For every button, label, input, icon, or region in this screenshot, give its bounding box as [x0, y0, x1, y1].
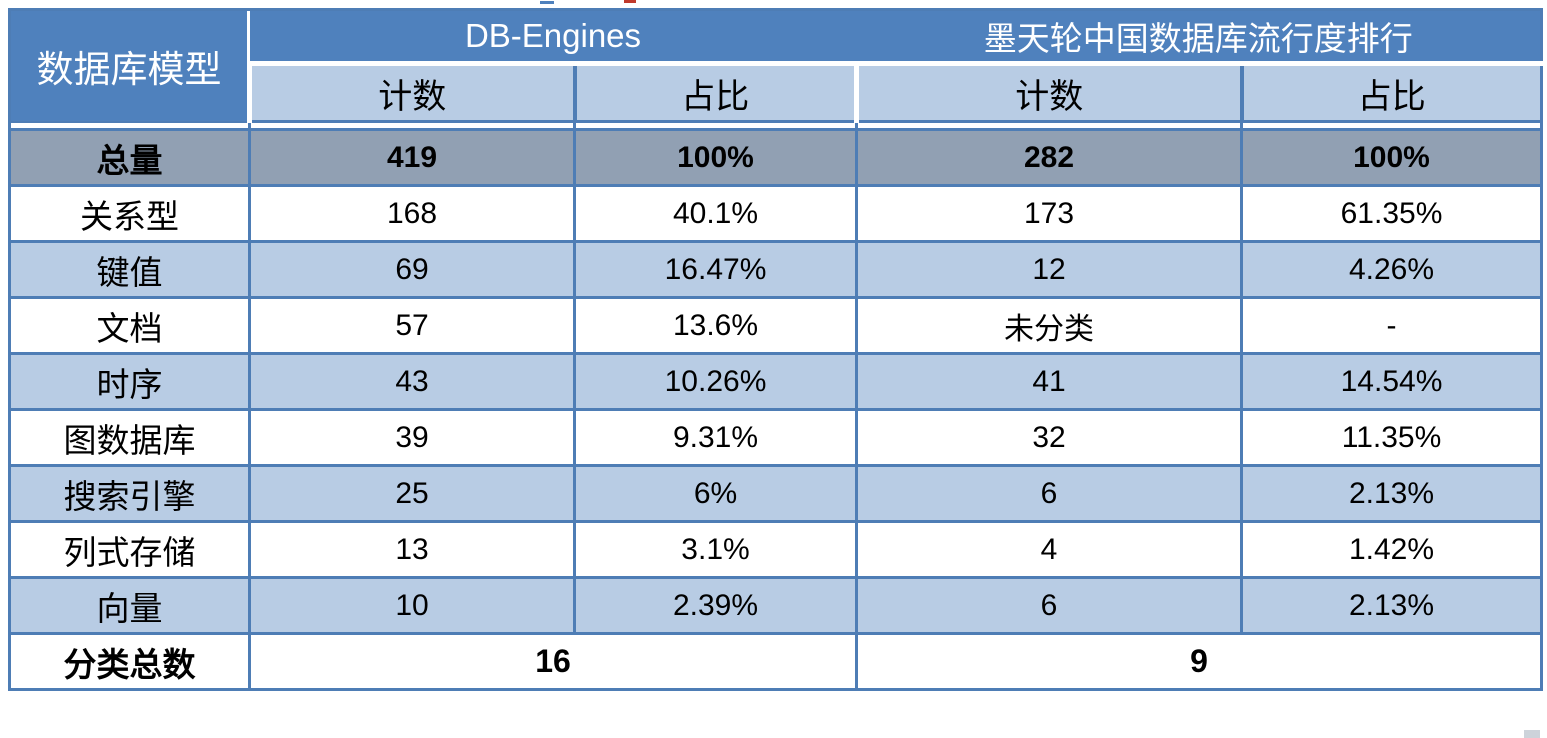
separator-cell [248, 120, 576, 131]
header-body-separator [8, 120, 1543, 131]
row-label: 关系型 [8, 184, 251, 243]
cell-value: 9 [855, 632, 1543, 691]
table-row-column-store: 列式存储 13 3.1% 4 1.42% [8, 520, 1543, 579]
cell-value: 2.13% [1240, 576, 1543, 635]
cell-value: 4.26% [1240, 240, 1543, 299]
cell-value: 1.42% [1240, 520, 1543, 579]
cropped-text-artifact [540, 1, 554, 4]
separator-cell [573, 120, 858, 131]
cell-value: 2.39% [573, 576, 858, 635]
table-row-key-value: 键值 69 16.47% 12 4.26% [8, 240, 1543, 299]
separator-cell [1240, 120, 1543, 131]
cell-value: 40.1% [573, 184, 858, 243]
cell-value: 10.26% [573, 352, 858, 411]
table-row-search-engine: 搜索引擎 25 6% 6 2.13% [8, 464, 1543, 523]
row-label: 向量 [8, 576, 251, 635]
group-header-db-engines: DB-Engines [249, 9, 857, 64]
cell-value: 61.35% [1240, 184, 1543, 243]
subheader-share-modb: 占比 [1239, 61, 1542, 123]
row-label: 搜索引擎 [8, 464, 251, 523]
cell-value: 未分类 [855, 296, 1243, 355]
table-row-time-series: 时序 43 10.26% 41 14.54% [8, 352, 1543, 411]
cell-value: 39 [248, 408, 576, 467]
subheader-count-modb: 计数 [854, 61, 1243, 123]
cell-value: 4 [855, 520, 1243, 579]
cell-value: 173 [855, 184, 1243, 243]
cell-value: 57 [248, 296, 576, 355]
cell-value: 41 [855, 352, 1243, 411]
cell-value: 10 [248, 576, 576, 635]
cell-value: 14.54% [1240, 352, 1543, 411]
row-label: 图数据库 [8, 408, 251, 467]
cell-value: 100% [573, 128, 858, 187]
cell-value: 13.6% [573, 296, 858, 355]
table-row-document: 文档 57 13.6% 未分类 - [8, 296, 1543, 355]
group-header-modb-ranking: 墨天轮中国数据库流行度排行 [856, 9, 1542, 64]
cell-value: 43 [248, 352, 576, 411]
row-label: 总量 [8, 128, 251, 187]
scrollbar-fragment [1524, 730, 1540, 738]
table-header-row-sub: 计数 占比 计数 占比 [10, 61, 1542, 123]
cell-value: 100% [1240, 128, 1543, 187]
cell-value: 16 [248, 632, 858, 691]
subheader-count-db-engines: 计数 [247, 61, 576, 123]
table-row-vector: 向量 10 2.39% 6 2.13% [8, 576, 1543, 635]
cell-value: 13 [248, 520, 576, 579]
cell-value: 16.47% [573, 240, 858, 299]
cell-value: 282 [855, 128, 1243, 187]
cell-value: 11.35% [1240, 408, 1543, 467]
cell-value: 6% [573, 464, 858, 523]
row-label: 分类总数 [8, 632, 251, 691]
cell-value: 419 [248, 128, 576, 187]
table-row-category-count: 分类总数 16 9 [8, 632, 1543, 691]
cell-value: 6 [855, 464, 1243, 523]
table-row-relational: 关系型 168 40.1% 173 61.35% [8, 184, 1543, 243]
subheader-share-db-engines: 占比 [572, 61, 857, 123]
cell-value: 2.13% [1240, 464, 1543, 523]
separator-cell [8, 120, 251, 131]
cell-value: 69 [248, 240, 576, 299]
table-row-graph: 图数据库 39 9.31% 32 11.35% [8, 408, 1543, 467]
separator-cell [855, 120, 1243, 131]
table-row-total: 总量 419 100% 282 100% [8, 128, 1543, 187]
row-label: 键值 [8, 240, 251, 299]
row-label: 文档 [8, 296, 251, 355]
cell-value: 12 [855, 240, 1243, 299]
row-label: 时序 [8, 352, 251, 411]
cell-value: 3.1% [573, 520, 858, 579]
corner-header-database-model: 数据库模型 [9, 9, 250, 122]
cell-value: 168 [248, 184, 576, 243]
cell-value: 25 [248, 464, 576, 523]
cell-value: 6 [855, 576, 1243, 635]
cell-value: 32 [855, 408, 1243, 467]
cell-value: - [1240, 296, 1543, 355]
cropped-text-artifact [624, 0, 636, 3]
table-header-row-groups: 数据库模型 DB-Engines 墨天轮中国数据库流行度排行 [9, 9, 1542, 122]
cell-value: 9.31% [573, 408, 858, 467]
database-model-comparison-table: 数据库模型 DB-Engines 墨天轮中国数据库流行度排行 计数 占比 计数 … [8, 8, 1543, 691]
row-label: 列式存储 [8, 520, 251, 579]
